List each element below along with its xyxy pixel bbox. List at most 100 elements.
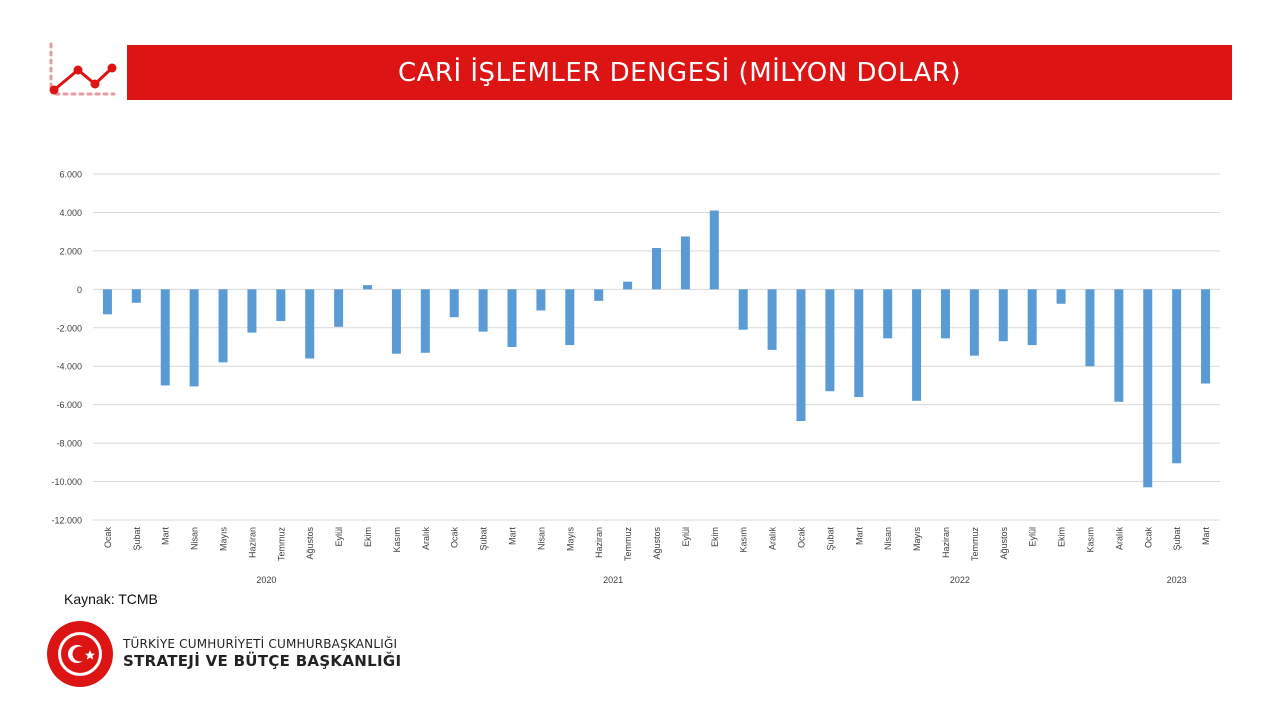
x-tick-label: Aralık bbox=[1114, 527, 1124, 551]
x-tick-label: Ocak bbox=[796, 527, 806, 549]
x-tick-label: Ağustos bbox=[652, 527, 662, 560]
x-tick-label: Mart bbox=[508, 527, 518, 545]
x-tick-label: Haziran bbox=[594, 527, 604, 558]
bar bbox=[536, 289, 546, 311]
x-tick-label: Şubat bbox=[825, 527, 835, 551]
x-tick-label: Mayıs bbox=[912, 527, 922, 552]
bar bbox=[131, 289, 141, 303]
x-tick-label: Ocak bbox=[450, 527, 460, 549]
bar bbox=[825, 289, 835, 392]
y-tick-label: 4.000 bbox=[59, 208, 82, 218]
x-group-label: 2022 bbox=[950, 575, 970, 585]
x-tick-label: Mart bbox=[161, 527, 171, 545]
y-tick-label: -8.000 bbox=[56, 439, 82, 449]
bar bbox=[1143, 289, 1153, 488]
bar bbox=[276, 289, 286, 322]
x-tick-label: Şubat bbox=[1172, 527, 1182, 551]
x-tick-label: Temmuz bbox=[276, 527, 286, 562]
bar bbox=[1201, 289, 1211, 384]
bar bbox=[363, 285, 373, 290]
bar bbox=[680, 236, 690, 290]
x-tick-label: Nisan bbox=[536, 527, 546, 550]
chart-bars bbox=[102, 210, 1211, 488]
x-axis-ticks: Ocak Şubat Mart Nisan Mayıs Haziran Temmuz Ağus… bbox=[103, 527, 1211, 562]
bar bbox=[305, 289, 315, 359]
x-tick-label: Ağustos bbox=[999, 527, 1009, 560]
bar bbox=[420, 289, 430, 353]
bar bbox=[998, 289, 1008, 342]
x-tick-label: Nisan bbox=[883, 527, 893, 550]
x-tick-label: Eylül bbox=[681, 527, 691, 547]
x-group-label: 2021 bbox=[603, 575, 623, 585]
bar bbox=[449, 289, 459, 318]
y-tick-label: -10.000 bbox=[51, 477, 82, 487]
footer-department-line: STRATEJİ VE BÜTÇE BAŞKANLIĞI bbox=[123, 652, 402, 670]
page-title: CARİ İŞLEMLER DENGESİ (MİLYON DOLAR) bbox=[397, 57, 962, 88]
bar bbox=[594, 289, 604, 301]
x-tick-label: Aralık bbox=[768, 527, 778, 551]
y-tick-label: 0 bbox=[77, 285, 82, 295]
x-tick-label: Haziran bbox=[941, 527, 951, 558]
x-tick-label: Ocak bbox=[103, 527, 113, 549]
x-tick-label: Mart bbox=[854, 527, 864, 545]
y-tick-label: -12.000 bbox=[51, 516, 82, 526]
bar bbox=[796, 289, 806, 422]
bar bbox=[854, 289, 864, 397]
y-axis-ticks: 6.000 4.000 2.000 0 -2.000 -4.000 -6.000 -8.000… bbox=[51, 170, 82, 526]
bar bbox=[1027, 289, 1037, 346]
bar bbox=[160, 289, 170, 386]
bar bbox=[883, 289, 893, 339]
x-tick-label: Aralık bbox=[421, 527, 431, 551]
bar bbox=[623, 281, 633, 290]
y-tick-label: 2.000 bbox=[59, 246, 82, 256]
footer-institution-line: TÜRKİYE CUMHURİYETİ CUMHURBAŞKANLIĞI bbox=[123, 637, 398, 651]
chart-grid bbox=[93, 173, 1220, 521]
y-tick-label: -4.000 bbox=[56, 362, 82, 372]
y-tick-label: 6.000 bbox=[59, 170, 82, 180]
x-group-label: 2023 bbox=[1167, 575, 1187, 585]
bar bbox=[1172, 289, 1182, 464]
title-banner: CARİ İŞLEMLER DENGESİ (MİLYON DOLAR) bbox=[127, 45, 1232, 100]
x-tick-label: Ağustos bbox=[305, 527, 315, 560]
x-tick-label: Kasım bbox=[1085, 527, 1095, 553]
x-tick-label: Temmuz bbox=[623, 527, 633, 562]
y-tick-label: -6.000 bbox=[56, 400, 82, 410]
x-tick-label: Eylül bbox=[334, 527, 344, 547]
bar bbox=[218, 289, 228, 363]
x-tick-label: Kasım bbox=[739, 527, 749, 553]
bar bbox=[334, 289, 344, 327]
bar bbox=[1056, 289, 1066, 304]
bar bbox=[102, 289, 112, 315]
x-axis-year-groups: 2020 2021 2022 2023 bbox=[256, 575, 1186, 585]
bar bbox=[565, 289, 575, 346]
bar bbox=[709, 210, 719, 290]
x-tick-label: Haziran bbox=[247, 527, 257, 558]
x-tick-label: Mayıs bbox=[219, 527, 229, 552]
bar bbox=[507, 289, 517, 347]
bar bbox=[478, 289, 488, 332]
trend-line-icon bbox=[49, 42, 117, 96]
x-tick-label: Şubat bbox=[132, 527, 142, 551]
bar bbox=[738, 289, 748, 330]
x-tick-label: Eylül bbox=[1028, 527, 1038, 547]
bar bbox=[247, 289, 257, 333]
bar bbox=[767, 289, 777, 350]
bar bbox=[391, 289, 401, 354]
x-tick-label: Mart bbox=[1201, 527, 1211, 545]
x-tick-label: Ocak bbox=[1143, 527, 1153, 549]
institution-seal-icon bbox=[47, 621, 113, 687]
bar bbox=[912, 289, 922, 401]
bar bbox=[1114, 289, 1124, 402]
y-tick-label: -2.000 bbox=[56, 323, 82, 333]
bar bbox=[189, 289, 199, 387]
x-group-label: 2020 bbox=[256, 575, 276, 585]
x-tick-label: Mayıs bbox=[565, 527, 575, 552]
bar bbox=[652, 248, 661, 290]
x-tick-label: Nisan bbox=[190, 527, 200, 550]
x-tick-label: Ekim bbox=[1057, 527, 1067, 547]
source-note: Kaynak: TCMB bbox=[64, 591, 158, 607]
x-tick-label: Ekim bbox=[363, 527, 373, 547]
x-tick-label: Temmuz bbox=[970, 527, 980, 562]
bar bbox=[940, 289, 950, 339]
